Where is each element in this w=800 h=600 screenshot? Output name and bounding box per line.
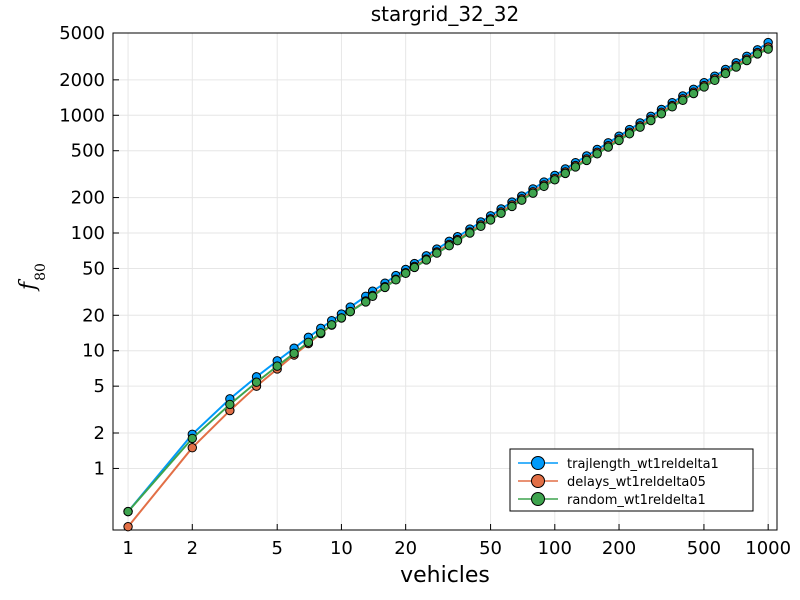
data-point <box>476 221 486 232</box>
data-point <box>581 155 592 166</box>
legend-marker <box>531 474 545 488</box>
data-point <box>592 149 602 159</box>
data-point <box>380 282 390 293</box>
data-point <box>326 320 337 330</box>
data-point <box>123 522 133 532</box>
data-point <box>251 377 262 387</box>
data-point <box>452 236 463 246</box>
data-point <box>409 262 420 273</box>
legend-item: trajlength_wt1reldelta1 <box>518 456 719 472</box>
data-point <box>656 109 667 119</box>
data-point <box>345 306 355 317</box>
x-tick-label: 10 <box>330 538 353 559</box>
data-point <box>688 88 699 99</box>
x-tick-label: 50 <box>479 538 502 559</box>
y-tick-label: 50 <box>82 258 105 279</box>
data-point <box>710 75 720 86</box>
data-point <box>465 228 475 238</box>
data-point <box>289 348 299 359</box>
y-axis-ticks: 1 2 5 10 20 50 100 200 500 1000 2000 5000 <box>59 23 119 479</box>
legend-item: random_wt1reldelta1 <box>518 492 706 508</box>
data-point <box>187 443 197 453</box>
data-point <box>507 201 517 212</box>
data-point <box>367 291 378 301</box>
x-tick-label: 20 <box>394 538 417 559</box>
legend-label: delays_wt1reldelta05 <box>567 475 706 490</box>
data-point <box>624 129 635 139</box>
x-tick-label: 1 <box>122 538 133 559</box>
data-point <box>720 68 731 79</box>
y-tick-label: 100 <box>71 223 105 244</box>
data-point <box>635 122 645 132</box>
data-point <box>272 361 282 371</box>
data-point <box>560 168 571 179</box>
data-point <box>444 241 454 251</box>
data-point <box>316 328 326 338</box>
y-tick-label: 5000 <box>59 23 105 44</box>
data-point <box>225 399 235 410</box>
data-point <box>361 297 371 307</box>
x-tick-label: 2 <box>187 538 198 559</box>
data-point <box>678 95 688 106</box>
legend-marker <box>531 492 545 506</box>
x-tick-label: 200 <box>602 538 636 559</box>
y-tick-label: 1 <box>94 458 105 479</box>
y-tick-label: 1000 <box>59 105 105 126</box>
y-tick-label: 5 <box>94 376 105 397</box>
data-point <box>646 115 656 126</box>
x-axis-ticks: 1 2 5 10 20 50 100 200 500 1000 <box>122 524 791 559</box>
data-point <box>570 162 581 172</box>
x-tick-label: 500 <box>687 538 721 559</box>
plot-frame <box>112 32 778 531</box>
data-point <box>742 55 752 66</box>
series-random_wt1reldelta1 <box>123 44 773 517</box>
data-point <box>517 195 527 205</box>
chart-title: stargrid_32_32 <box>371 2 519 26</box>
y-tick-label: 20 <box>82 305 105 326</box>
data-point <box>752 49 763 59</box>
legend-box <box>509 448 754 512</box>
y-tick-label: 10 <box>82 341 105 362</box>
y-tick-label: 2000 <box>59 70 105 91</box>
data-point <box>603 142 613 152</box>
x-tick-label: 5 <box>271 538 282 559</box>
data-point <box>485 215 496 225</box>
legend-label: random_wt1reldelta1 <box>567 493 706 508</box>
y-axis-label-subscript: 80 <box>33 263 49 281</box>
data-point <box>550 175 560 185</box>
data-point <box>421 255 432 265</box>
data-point <box>539 181 549 192</box>
data-point <box>432 248 442 258</box>
data-point <box>123 506 133 517</box>
legend: trajlength_wt1reldelta1 delays_wt1reldelt… <box>509 448 754 512</box>
legend-marker <box>531 456 545 470</box>
legend-label: trajlength_wt1reldelta1 <box>567 457 719 472</box>
data-point <box>391 275 401 285</box>
data-point <box>763 44 773 54</box>
data-point <box>400 268 411 278</box>
data-point <box>187 433 197 444</box>
data-point <box>614 135 624 146</box>
legend-item: delays_wt1reldelta05 <box>518 474 706 490</box>
data-point <box>699 82 709 92</box>
data-point <box>496 208 506 219</box>
data-point <box>667 102 677 112</box>
data-point <box>731 62 741 72</box>
data-point <box>303 337 314 347</box>
series-layer <box>123 37 773 532</box>
y-tick-label: 500 <box>71 141 105 162</box>
x-axis-label: vehicles <box>400 563 490 588</box>
data-point <box>336 313 347 323</box>
y-tick-label: 2 <box>94 423 105 444</box>
y-tick-label: 200 <box>71 188 105 209</box>
data-point <box>528 188 538 198</box>
x-tick-label: 1000 <box>745 538 791 559</box>
x-tick-label: 100 <box>538 538 572 559</box>
